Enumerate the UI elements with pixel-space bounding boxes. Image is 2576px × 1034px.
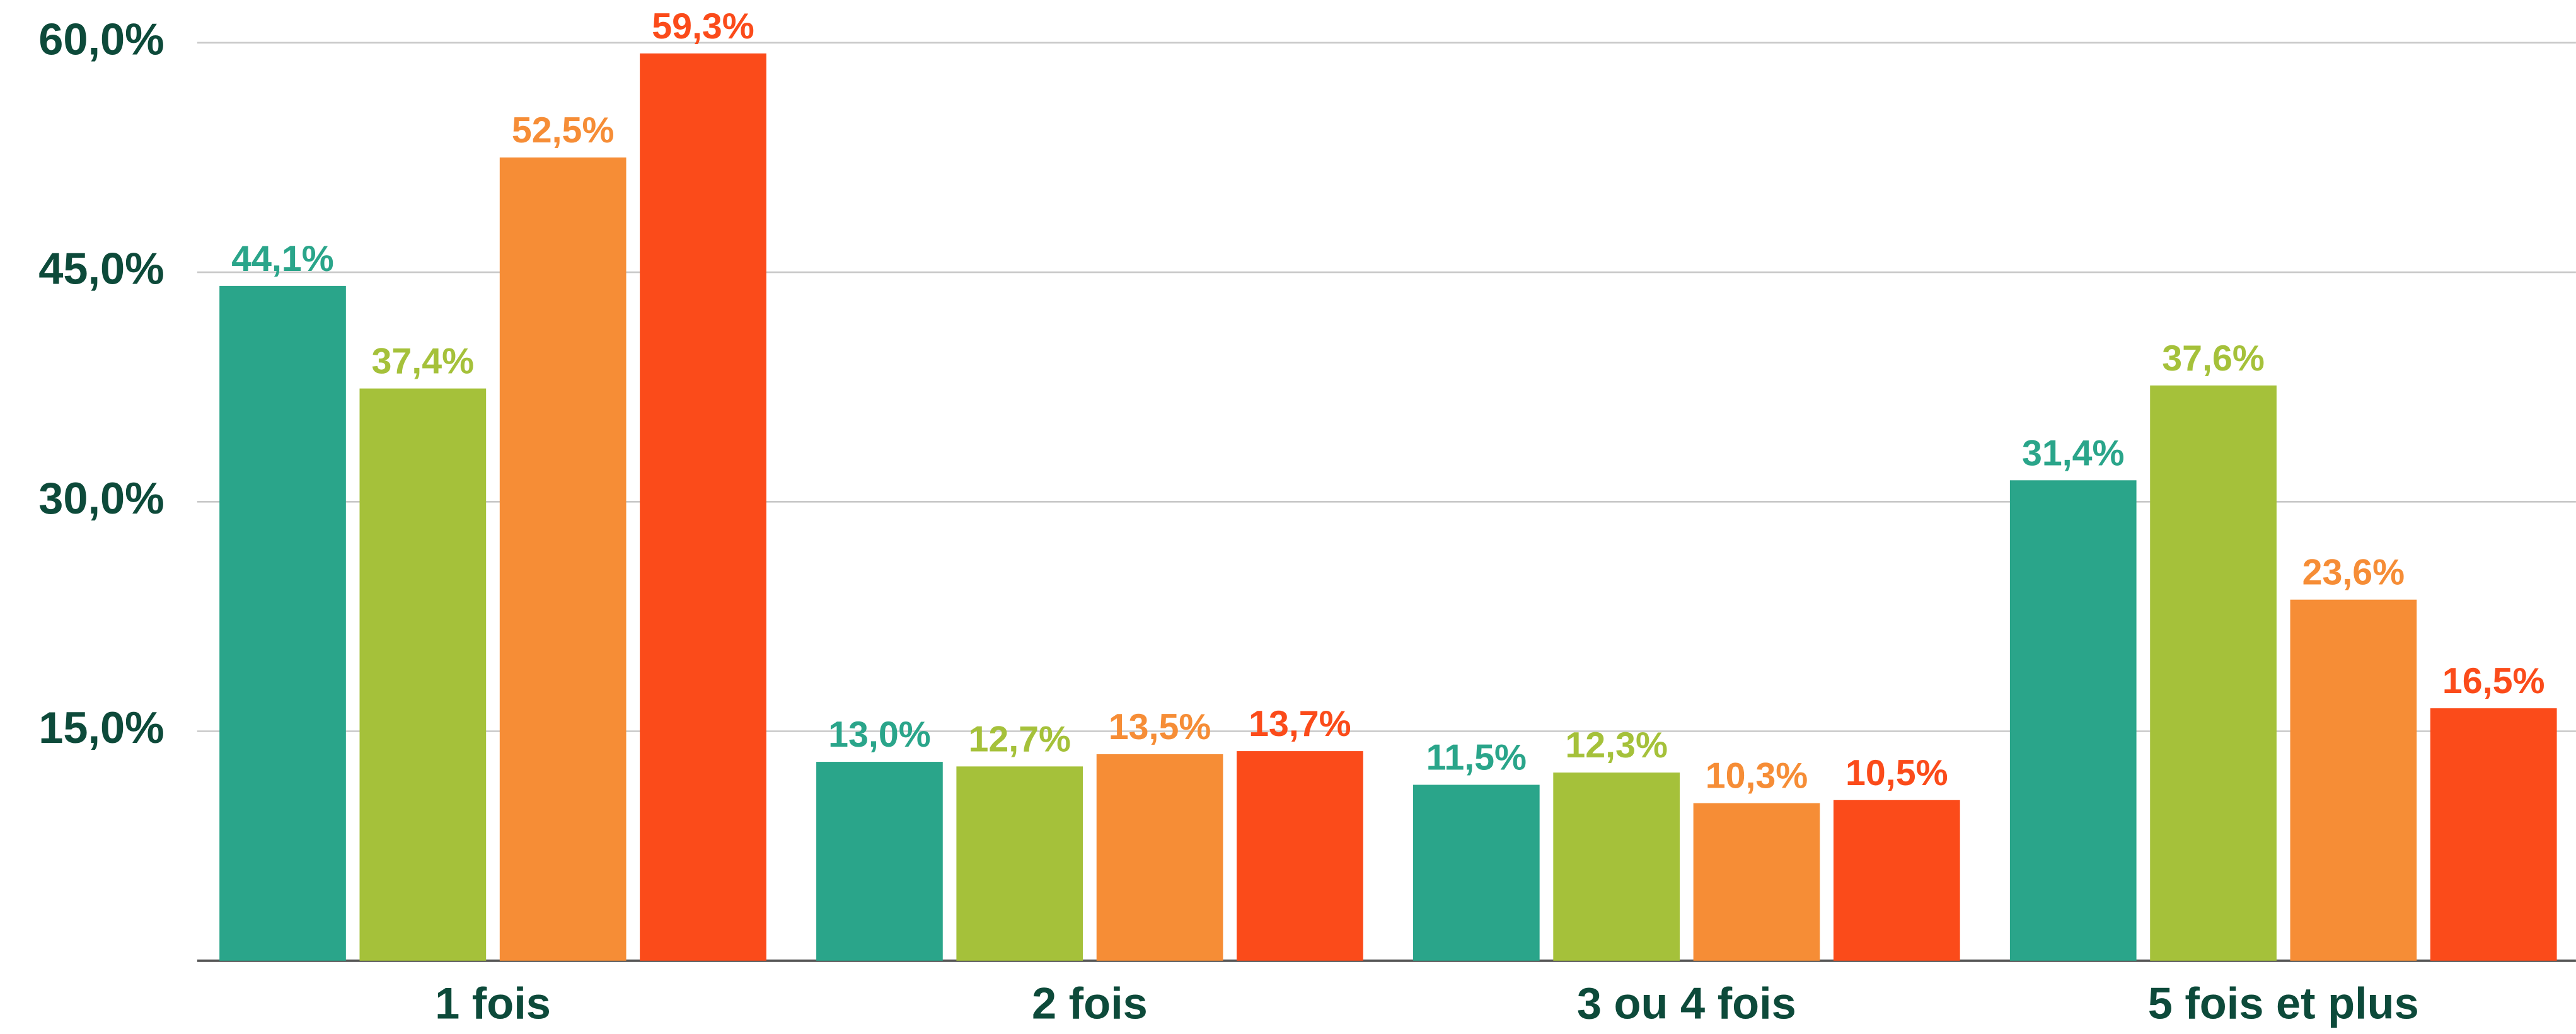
value-label: 37,6% [2162,338,2265,379]
bar [1096,754,1223,961]
value-label: 13,7% [1249,704,1351,744]
y-tick-label: 60,0% [38,14,165,64]
bar [499,157,627,961]
value-label: 11,5% [1426,738,1527,778]
bar [816,762,943,961]
value-label: 12,7% [968,719,1071,759]
bar [219,285,346,961]
bar [1237,751,1363,961]
y-tick-label: 30,0% [38,473,165,523]
value-label: 13,0% [828,715,931,755]
bar [1412,784,1540,961]
bar [1833,800,1960,961]
y-tick-label: 45,0% [38,244,165,294]
value-label: 16,5% [2442,661,2545,701]
y-tick-label: 15,0% [38,703,165,752]
bar [359,388,487,961]
x-tick-label: 1 fois [435,978,551,1028]
bar [2150,385,2277,961]
x-tick-label: 2 fois [1032,978,1148,1028]
bar [2290,599,2417,961]
value-label: 31,4% [2022,433,2125,473]
bar [956,766,1083,961]
bar [2009,480,2137,961]
x-tick-label: 5 fois et plus [2148,978,2419,1028]
value-label: 10,3% [1706,756,1808,796]
x-tick-label: 3 ou 4 fois [1577,978,1796,1028]
value-label: 10,5% [1845,753,1948,793]
value-label: 44,1% [231,239,334,279]
value-label: 37,4% [372,342,475,382]
value-label: 59,3% [652,6,754,47]
value-label: 12,3% [1565,725,1668,766]
bar [1553,773,1680,961]
value-label: 23,6% [2302,553,2405,593]
bar [1693,803,1820,961]
bar [640,53,766,961]
value-label: 13,5% [1109,707,1211,747]
value-label: 52,5% [512,110,615,151]
bar [2430,708,2557,961]
